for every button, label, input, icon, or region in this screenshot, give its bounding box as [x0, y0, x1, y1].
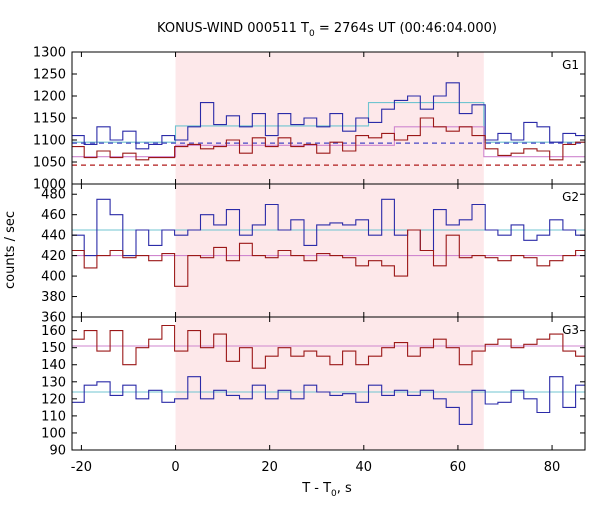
x-tick-label: 0 [171, 460, 179, 475]
panel-frame-g3 [71, 316, 586, 451]
y-tick-label: 1050 [33, 156, 66, 171]
series-g2-blue [72, 198, 585, 257]
series-g1-blue [72, 82, 585, 150]
y-tick-label: 1000 [33, 178, 66, 193]
chart-title: KONUS-WIND 000511 T0 = 2764s UT (00:46:0… [157, 21, 497, 39]
y-tick-label: 120 [41, 392, 66, 407]
y-axis-label: counts / sec [3, 211, 18, 289]
x-tick-label: 80 [544, 460, 561, 475]
panel-label: G1 [562, 58, 579, 72]
series-g3-red [72, 324, 585, 369]
y-tick-label: 1100 [33, 134, 66, 149]
y-tick-label: 480 [41, 188, 66, 203]
x-tick-label: -20 [71, 460, 92, 475]
y-tick-label: 1250 [33, 68, 66, 83]
y-tick-label: 110 [41, 409, 66, 424]
y-tick-label: 360 [41, 311, 66, 326]
x-tick-label: 20 [261, 460, 278, 475]
y-tick-label: 140 [41, 358, 66, 373]
y-tick-label: 420 [41, 249, 66, 264]
panel-g2: 360 380 400 420 440 460 480 G2 [41, 183, 586, 326]
y-tick-label: 100 [41, 426, 66, 441]
series-g3-blue [72, 376, 585, 425]
y-tick-label: 460 [41, 208, 66, 223]
x-tick-label: 40 [356, 460, 373, 475]
y-tick-label: 400 [41, 270, 66, 285]
y-tick-label: 1150 [33, 112, 66, 127]
panel-label: G3 [562, 323, 579, 337]
y-tick-label: 150 [41, 341, 66, 356]
y-tick-label: 160 [41, 324, 66, 339]
series-g2-red [72, 229, 585, 287]
y-tick-label: 380 [41, 290, 66, 305]
x-axis-label: T - T0, s [301, 481, 352, 499]
y-tick-label: 440 [41, 229, 66, 244]
y-tick-label: 90 [49, 444, 66, 459]
x-tick-label: 60 [450, 460, 467, 475]
series-g1-red [72, 117, 585, 161]
panel-g3: 90 100 110 120 130 140 150 160 G3 [41, 316, 586, 459]
y-tick-label: 1300 [33, 46, 66, 61]
plot-layer: 1000105011001150120012501300G13603804004… [33, 46, 586, 475]
y-tick-label: 130 [41, 375, 66, 390]
y-tick-label: 1200 [33, 90, 66, 105]
panel-label: G2 [562, 190, 579, 204]
